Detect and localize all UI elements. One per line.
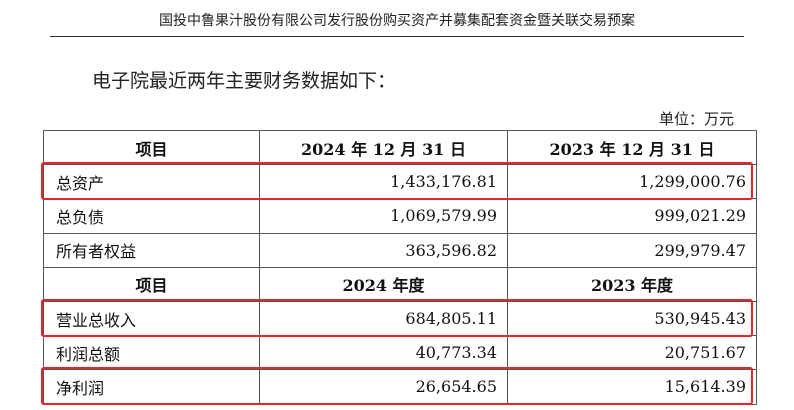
- value-2024: 26,654.65: [259, 369, 508, 405]
- table-row: 利润总额 40,773.34 20,751.67: [43, 335, 757, 371]
- row-label: 所有者权益: [43, 232, 260, 268]
- header-2023-annual: 2023 年度: [507, 266, 757, 302]
- value-2023: 1,299,000.76: [507, 164, 757, 200]
- header-rule: [50, 36, 744, 37]
- running-header: 国投中鲁果汁股份有限公司发行股份购买资产并募集配套资金暨关联交易预案: [159, 13, 635, 29]
- header-2023: 2023 年 12 月 31 日: [507, 129, 757, 166]
- value-2024: 40,773.34: [259, 335, 508, 371]
- value-2024: 363,596.82: [259, 232, 508, 268]
- row-label: 总资产: [43, 164, 260, 200]
- row-label: 利润总额: [43, 335, 260, 371]
- value-2023: 20,751.67: [507, 335, 757, 371]
- table-row: 营业总收入 684,805.11 530,945.43: [43, 300, 757, 337]
- value-2024: 1,433,176.81: [259, 164, 508, 200]
- value-2023: 299,979.47: [507, 232, 757, 268]
- table-row: 所有者权益 363,596.82 299,979.47: [43, 232, 757, 268]
- row-label: 总负债: [43, 198, 260, 234]
- table-row: 总资产 1,433,176.81 1,299,000.76: [43, 164, 757, 200]
- header-item: 项目: [43, 129, 260, 166]
- value-2023: 15,614.39: [507, 369, 757, 405]
- header-2024: 2024 年 12 月 31 日: [259, 129, 508, 166]
- table-row: 总负债 1,069,579.99 999,021.29: [43, 198, 757, 234]
- header-item: 项目: [43, 266, 260, 302]
- value-2024: 1,069,579.99: [259, 198, 508, 234]
- value-2024: 684,805.11: [259, 300, 508, 337]
- table-header-row: 项目 2024 年 12 月 31 日 2023 年 12 月 31 日: [43, 129, 757, 166]
- table-header-row: 项目 2024 年度 2023 年度: [43, 266, 757, 302]
- value-2023: 530,945.43: [507, 300, 757, 337]
- financial-table: 项目 2024 年 12 月 31 日 2023 年 12 月 31 日 总资产…: [43, 129, 757, 405]
- unit-label: 单位：万元: [658, 110, 734, 128]
- value-2023: 999,021.29: [507, 198, 757, 234]
- row-label: 净利润: [43, 369, 260, 405]
- row-label: 营业总收入: [43, 300, 260, 337]
- header-2024-annual: 2024 年度: [259, 266, 508, 302]
- intro-text: 电子院最近两年主要财务数据如下：: [92, 70, 397, 92]
- table-row: 净利润 26,654.65 15,614.39: [43, 369, 757, 405]
